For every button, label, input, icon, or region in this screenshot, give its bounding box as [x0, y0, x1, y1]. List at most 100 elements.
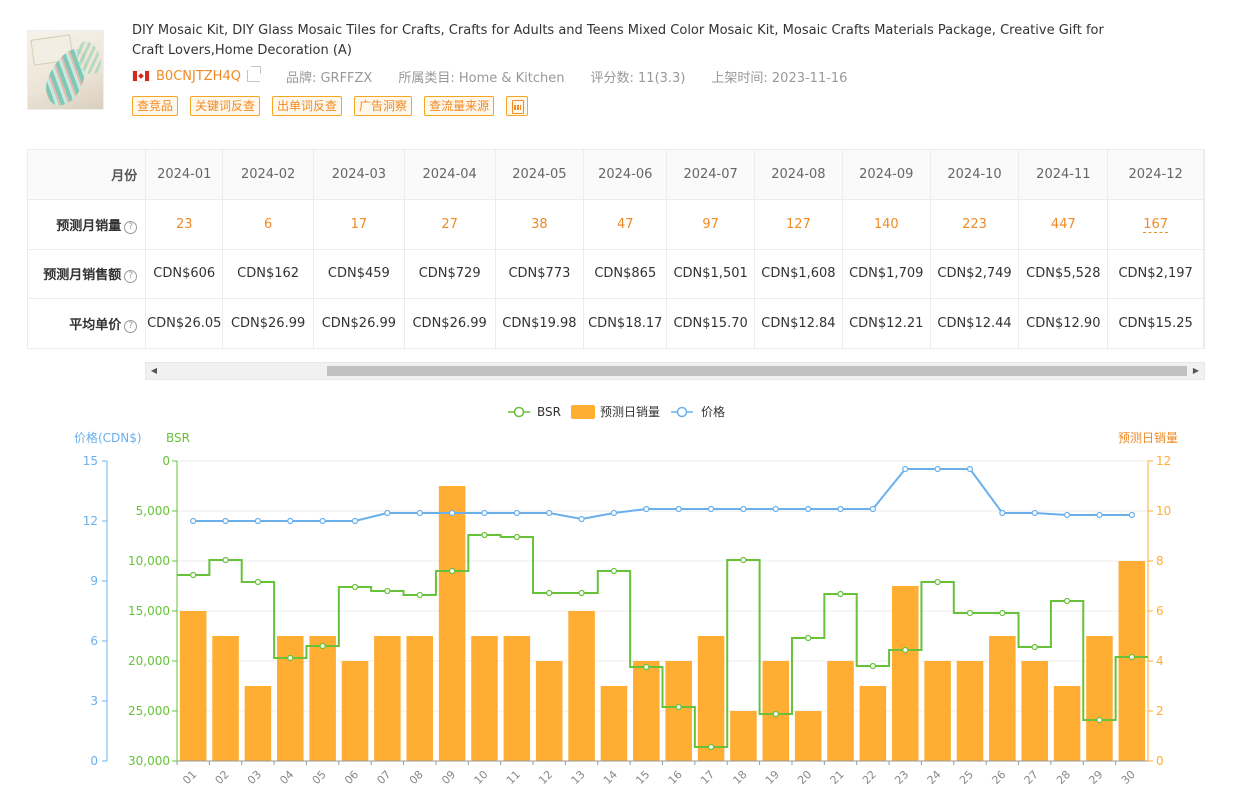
- x-tick-label: 20: [795, 768, 814, 787]
- ad-insight-button[interactable]: 广告洞察: [354, 96, 413, 116]
- units-cell: 27: [404, 199, 496, 250]
- units-bar: [827, 661, 854, 761]
- legend-price[interactable]: 价格: [671, 404, 725, 419]
- revenue-cell: CDN$5,528: [1018, 249, 1109, 299]
- scroll-right-arrow-icon[interactable]: ▶: [1192, 366, 1200, 375]
- product-meta: B0CNJTZH4Q 品牌: GRFFZX 所属类目: Home & Kitch…: [132, 66, 873, 86]
- legend-bsr[interactable]: BSR: [508, 405, 561, 419]
- x-tick-label: 01: [180, 768, 199, 787]
- x-tick-label: 05: [310, 768, 329, 787]
- scroll-left-arrow-icon[interactable]: ◀: [150, 366, 158, 375]
- units-tick-label: 2: [1156, 704, 1164, 718]
- row-header-month: 月份: [28, 150, 147, 200]
- bsr-point: [190, 571, 197, 579]
- traffic-source-button[interactable]: 查流量来源: [424, 96, 495, 116]
- bsr-point: [513, 533, 520, 541]
- price-cell: CDN$12.44: [930, 298, 1020, 348]
- bsr-point: [351, 583, 359, 591]
- price-point: [869, 505, 876, 513]
- x-tick-label: 03: [245, 768, 264, 787]
- month-cell: 2024-09: [842, 150, 931, 200]
- help-icon[interactable]: ?: [124, 320, 138, 333]
- units-tick-label: 0: [1156, 754, 1164, 768]
- legend-bsr-label: BSR: [537, 405, 561, 419]
- bsr-point: [837, 590, 844, 598]
- price-cell: CDN$26.05: [145, 298, 224, 348]
- keyword-reverse-button[interactable]: 关键词反查: [190, 96, 261, 116]
- action-tags: 查竞品 关键词反查 出单词反查 广告洞察 查流量来源: [132, 96, 529, 116]
- price-point: [449, 509, 456, 517]
- bsr-point: [481, 531, 488, 539]
- order-keyword-reverse-button[interactable]: 出单词反查: [272, 96, 343, 116]
- bsr-point: [546, 589, 553, 597]
- price-cell: CDN$12.21: [842, 298, 931, 348]
- row-header-units: 预测月销量?: [28, 199, 147, 250]
- asin-link[interactable]: B0CNJTZH4Q: [156, 68, 241, 84]
- external-link-icon[interactable]: [246, 66, 261, 82]
- find-competitors-button[interactable]: 查竞品: [132, 96, 179, 116]
- price-cell: CDN$12.84: [754, 298, 843, 348]
- help-icon[interactable]: ?: [124, 220, 138, 234]
- price-point: [740, 505, 747, 513]
- price-point: [1128, 511, 1135, 519]
- revenue-cell: CDN$1,608: [754, 249, 843, 299]
- price-point: [707, 505, 715, 513]
- units-bar: [374, 636, 401, 761]
- table-horizontal-scrollbar[interactable]: ◀ ▶: [145, 362, 1205, 380]
- bsr-point: [416, 591, 423, 599]
- price-tick-label: 6: [90, 634, 98, 648]
- x-tick-label: 08: [407, 768, 426, 787]
- bsr-tick-label: 5,000: [136, 504, 170, 518]
- revenue-cell: CDN$459: [313, 249, 405, 299]
- price-cell: CDN$15.70: [666, 298, 756, 348]
- month-cell: 2024-12: [1107, 150, 1204, 200]
- legend-daily-units[interactable]: 预测日销量: [571, 405, 660, 419]
- units-bar: [600, 686, 628, 761]
- month-cell: 2024-06: [583, 150, 668, 200]
- price-axis-title: 价格(CDN$): [74, 430, 142, 445]
- scrollbar-thumb[interactable]: [327, 366, 1187, 376]
- price-cell: CDN$18.17: [583, 298, 668, 348]
- units-bar: [665, 661, 692, 761]
- units-bar: [924, 661, 951, 761]
- month-cell: 2024-03: [313, 150, 405, 200]
- bsr-point: [1096, 716, 1103, 724]
- bsr-point: [1128, 653, 1135, 661]
- bsr-point: [1031, 643, 1038, 651]
- bsr-point: [675, 703, 682, 711]
- bsr-point: [287, 654, 294, 662]
- price-point: [287, 517, 294, 525]
- units-bar: [956, 661, 984, 761]
- price-tick-label: 0: [90, 754, 98, 768]
- units-bar: [730, 711, 757, 761]
- price-point: [319, 517, 326, 525]
- chart-legend: BSR 预测日销量 价格: [508, 404, 725, 419]
- bsr-point: [319, 642, 326, 650]
- bsr-point: [999, 609, 1006, 617]
- x-tick-label: 29: [1086, 768, 1105, 787]
- product-thumbnail[interactable]: [27, 30, 104, 110]
- product-title[interactable]: DIY Mosaic Kit, DIY Glass Mosaic Tiles f…: [132, 23, 1104, 58]
- price-point: [190, 517, 197, 525]
- bsr-tick-label: 0: [162, 454, 170, 468]
- units-cell: 447: [1018, 199, 1109, 250]
- units-cell-current[interactable]: 167: [1107, 199, 1204, 250]
- bsr-point: [1063, 597, 1071, 605]
- x-tick-label: 22: [860, 768, 879, 787]
- legend-price-label: 价格: [701, 404, 725, 419]
- price-cell: CDN$26.99: [404, 298, 496, 348]
- category-label: 所属类目: Home & Kitchen: [398, 70, 565, 86]
- units-bar: [794, 711, 822, 761]
- revenue-cell: CDN$1,709: [842, 249, 931, 299]
- price-point: [416, 509, 423, 517]
- bsr-tick-label: 25,000: [128, 704, 170, 718]
- bsr-point: [610, 567, 618, 575]
- revenue-cell: CDN$2,749: [930, 249, 1020, 299]
- price-point: [902, 465, 909, 473]
- calculator-icon[interactable]: [506, 96, 529, 116]
- units-tick-label: 10: [1156, 504, 1171, 518]
- help-icon[interactable]: ?: [124, 270, 138, 284]
- price-point: [1031, 509, 1038, 517]
- revenue-cell: CDN$1,501: [666, 249, 756, 299]
- units-bar: [535, 661, 563, 761]
